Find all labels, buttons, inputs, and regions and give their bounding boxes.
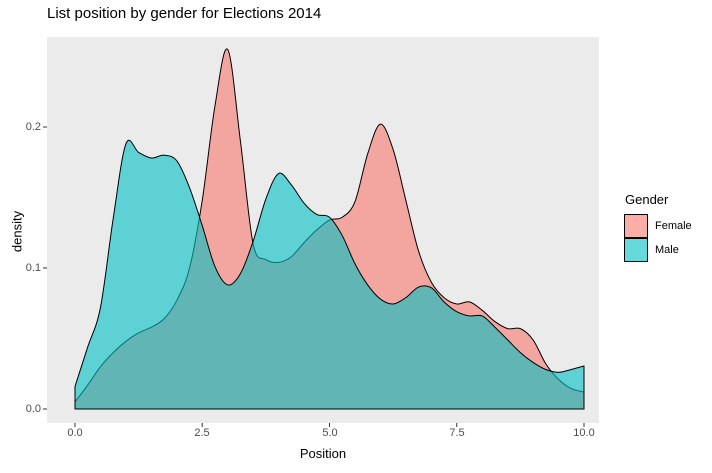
- y-tick-label: 0.1: [25, 262, 41, 274]
- x-tick-label: 5.0: [322, 427, 338, 439]
- y-tick-label: 0.0: [25, 403, 41, 415]
- legend-title: Gender: [625, 192, 669, 207]
- legend-swatch-male: [624, 238, 648, 262]
- legend: Gender Female Male: [624, 192, 692, 262]
- x-axis-title: Position: [299, 446, 347, 461]
- x-tick-label: 2.5: [194, 427, 210, 439]
- y-axis-title: density: [9, 210, 25, 253]
- x-tick-label: 0.0: [67, 427, 83, 439]
- density-area-male: [74, 139, 585, 410]
- chart-title: List position by gender for Elections 20…: [47, 5, 322, 22]
- legend-item-female: Female: [624, 214, 692, 238]
- y-tick-label: 0.2: [25, 121, 41, 133]
- legend-label-male: Male: [655, 244, 679, 256]
- x-tick-label: 10.0: [573, 427, 595, 439]
- legend-swatch-female: [624, 214, 648, 238]
- legend-label-female: Female: [655, 220, 692, 232]
- legend-item-male: Male: [624, 238, 692, 262]
- x-tick-label: 7.5: [449, 427, 465, 439]
